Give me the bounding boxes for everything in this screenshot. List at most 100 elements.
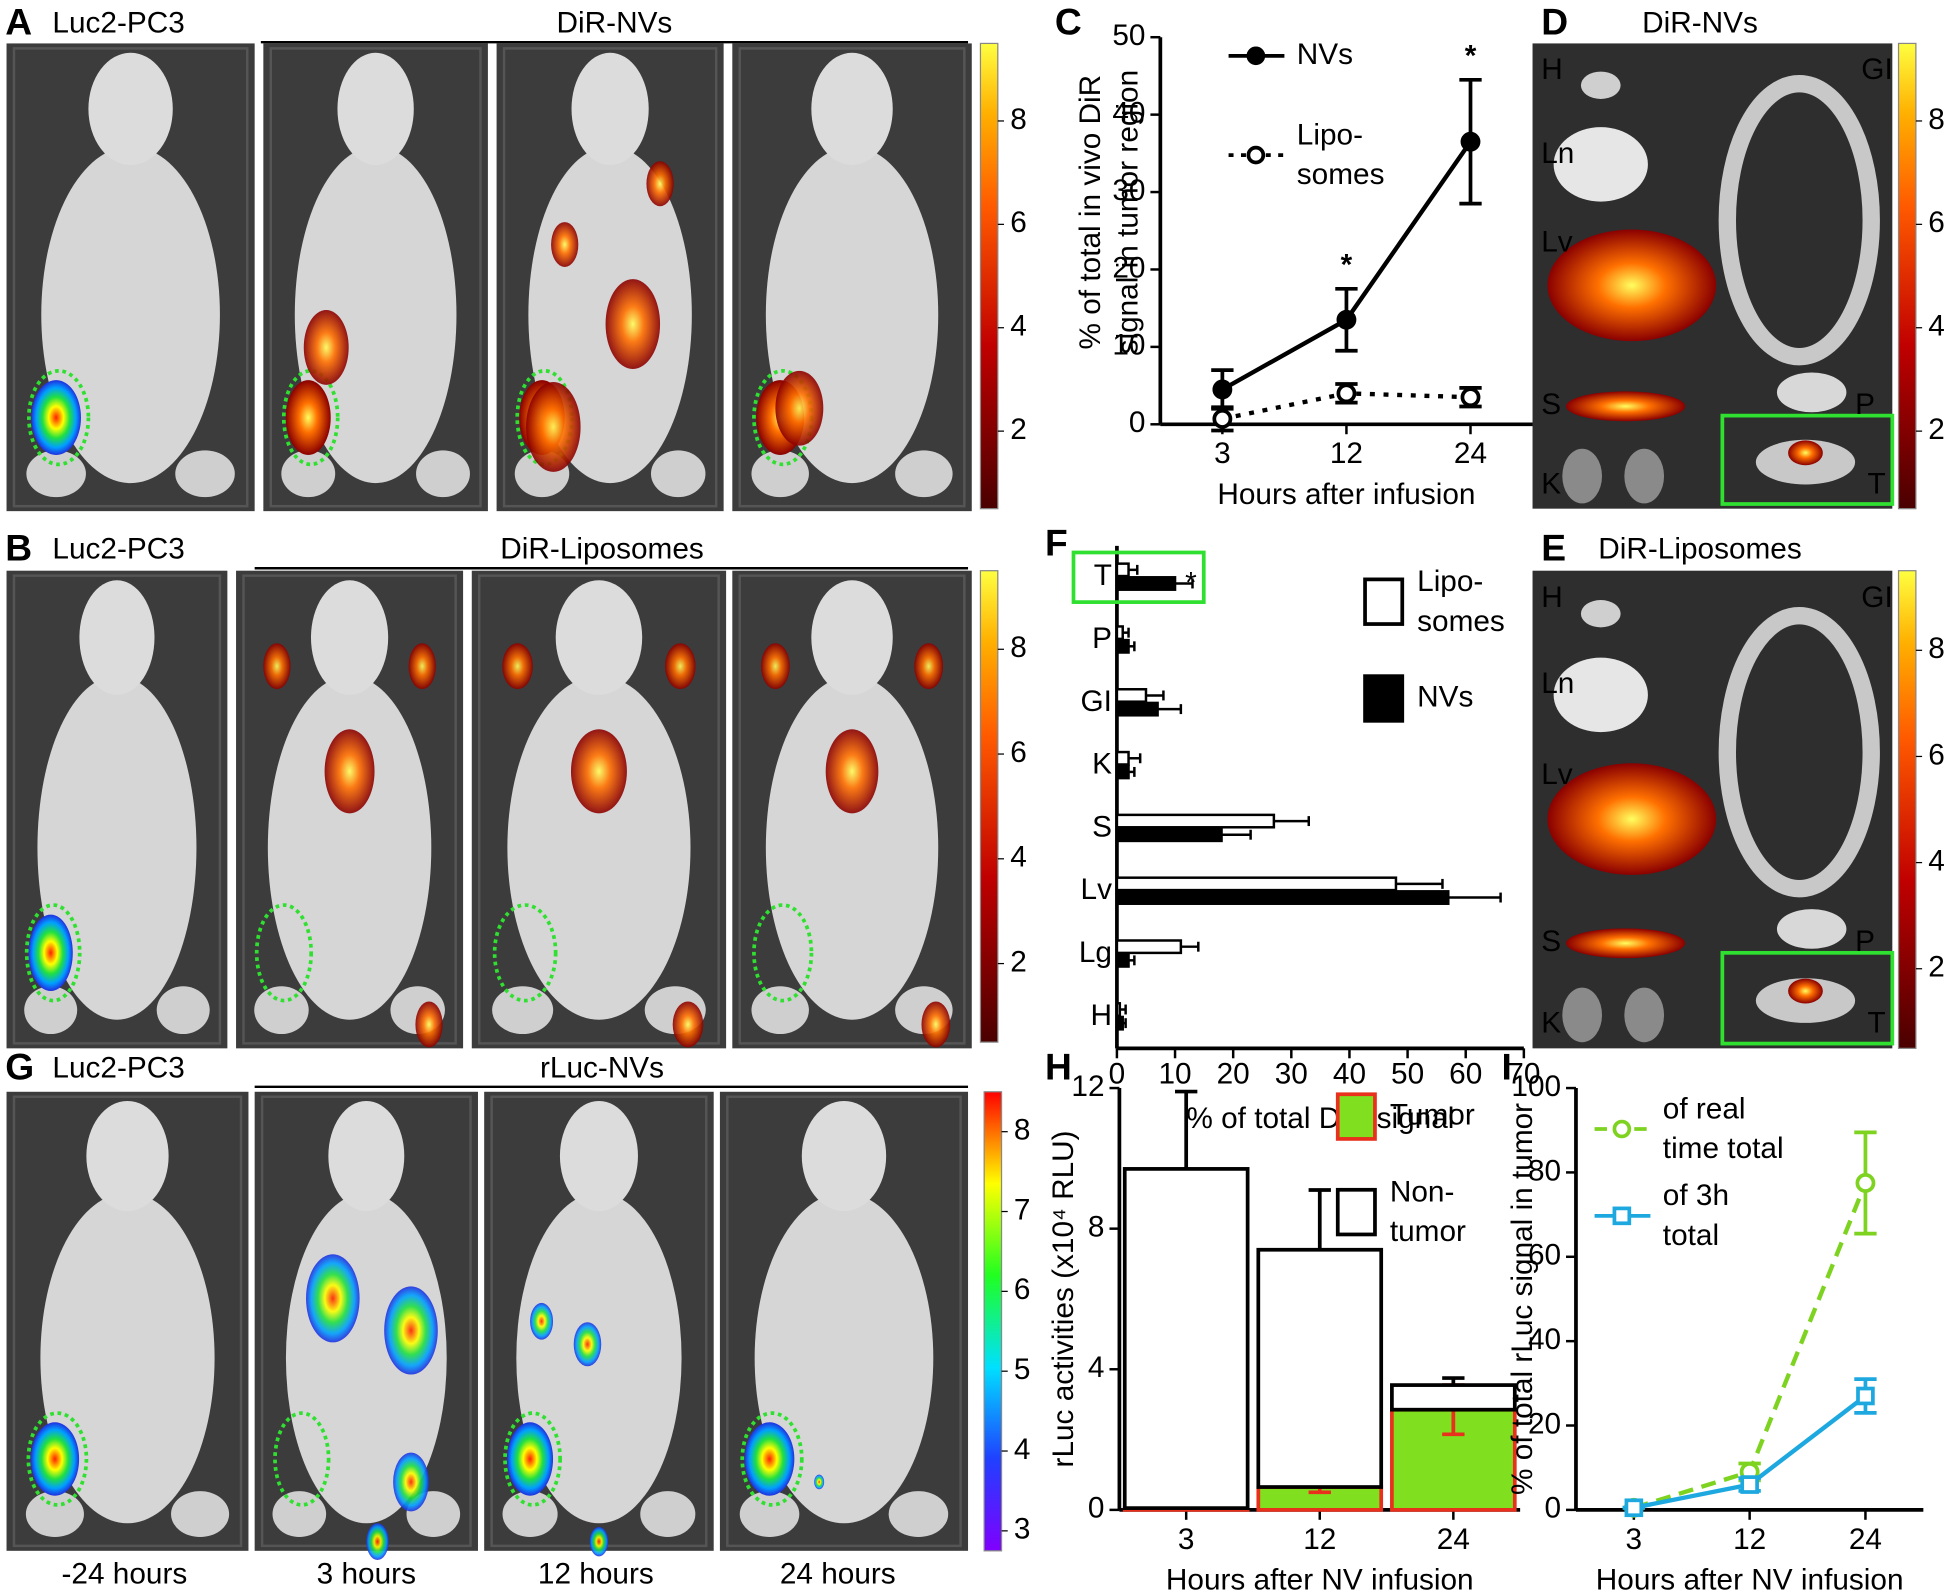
legend-label: NVs — [1417, 680, 1473, 713]
x-tick-label: 24 — [1454, 437, 1487, 470]
mouse-leg — [281, 450, 336, 498]
colorbar-label: 8 — [1010, 631, 1027, 664]
mouse-head — [571, 52, 649, 166]
y-tick-label: 0 — [1129, 406, 1146, 439]
y-tick-label: H — [1090, 999, 1112, 1032]
colorbar — [1897, 570, 1917, 1049]
image-frame — [242, 574, 457, 1045]
bar — [1115, 827, 1223, 843]
tumor-signal — [507, 1422, 554, 1496]
bar — [1115, 625, 1124, 641]
mouse-leg — [751, 450, 809, 498]
signal-spot — [672, 1001, 704, 1048]
marker — [1855, 1173, 1876, 1193]
organ — [1547, 229, 1717, 342]
x-tick-label: 24 — [1849, 1523, 1882, 1556]
organ-label: H — [1541, 53, 1563, 86]
legend-label: of real time total — [1663, 1092, 1784, 1165]
y-tick-label: 40 — [1528, 1323, 1561, 1356]
organ-label: S — [1541, 388, 1561, 421]
organ — [1776, 372, 1847, 413]
panel-letter: G — [5, 1045, 34, 1087]
colorbar-label: 8 — [1928, 103, 1945, 136]
tumor-outline — [740, 1411, 804, 1507]
mouse-head — [337, 52, 414, 166]
organ-label: P — [1855, 925, 1875, 958]
y-tick-label: 20 — [1112, 251, 1145, 284]
organ-label: Lv — [1541, 758, 1573, 791]
legend-label: of 3h total — [1663, 1179, 1729, 1252]
marker — [1460, 387, 1481, 408]
mouse-body — [765, 675, 939, 1020]
bar — [1115, 813, 1276, 829]
organ-label: K — [1541, 1006, 1561, 1039]
y-axis-label: % of total rLuc signal in tumor — [1506, 1103, 1539, 1495]
y-tick-label: GI — [1081, 685, 1112, 718]
bar — [1115, 576, 1177, 591]
marker — [1740, 1475, 1759, 1494]
signal-spot — [570, 729, 627, 814]
organ — [1624, 448, 1665, 504]
x-tick-label: 50 — [1391, 1058, 1424, 1091]
x-tick-label: 70 — [1507, 1058, 1540, 1091]
organ-label: P — [1855, 388, 1875, 421]
colorbar-label: 6 — [1010, 736, 1027, 769]
left-label: Luc2-PC3 — [52, 1051, 184, 1084]
tumor-signal — [28, 914, 73, 992]
y-tick-label: S — [1092, 810, 1112, 843]
x-tick-label: 12 — [1330, 437, 1363, 470]
bar — [1115, 688, 1148, 703]
mouse-head — [310, 580, 389, 695]
signal-spot — [526, 382, 581, 472]
x-axis-label: Hours after NV infusion — [1166, 1564, 1474, 1593]
panel-letter: B — [5, 527, 32, 569]
signal-spot — [263, 643, 291, 690]
colorbar-label: 8 — [1014, 1114, 1031, 1147]
mouse-leg — [640, 1491, 696, 1538]
legend-swatch — [1363, 577, 1405, 626]
colorbar — [983, 1091, 1003, 1552]
colorbar-label: 4 — [1928, 310, 1945, 343]
y-axis-label: % of total in vivo DiR signal in tumor re… — [1074, 70, 1144, 355]
tumor-outline — [503, 1411, 562, 1507]
time-label: 24 hours — [780, 1557, 896, 1590]
mouse-head — [328, 1100, 405, 1212]
y-tick-label: T — [1094, 559, 1112, 592]
mouse-head — [555, 580, 643, 695]
colorbar-label: 6 — [1928, 738, 1945, 771]
x-tick-label: 0 — [1109, 1058, 1126, 1091]
legend-swatch — [1335, 1092, 1377, 1141]
mouse-body — [516, 1192, 682, 1524]
colorbar-label: 4 — [1010, 310, 1027, 343]
annotation: * — [1341, 248, 1353, 281]
mouse-head — [559, 1100, 638, 1212]
mouse-leg — [254, 986, 309, 1035]
colorbar-label: 6 — [1928, 206, 1945, 239]
bar — [1115, 939, 1183, 955]
y-tick-label: 100 — [1511, 1070, 1561, 1103]
tumor-outline — [273, 1411, 331, 1507]
image-frame — [12, 47, 249, 508]
legend-marker — [1246, 145, 1266, 165]
y-tick-label: P — [1092, 622, 1112, 655]
mouse-leg — [650, 450, 706, 498]
group-label: DiR-NVs — [557, 7, 673, 40]
marker — [1212, 408, 1233, 429]
signal-spot — [665, 643, 696, 690]
annotation: * — [1465, 39, 1477, 72]
y-tick-label: 0 — [1545, 1492, 1562, 1525]
y-tick-label: 40 — [1112, 96, 1145, 129]
x-axis-label: Hours after NV infusion — [1596, 1564, 1904, 1593]
mouse-leg — [888, 1491, 949, 1538]
legend-marker — [1246, 46, 1266, 66]
colorbar-label: 4 — [1014, 1433, 1031, 1466]
tumor-outline — [752, 903, 814, 1003]
colorbar-label: 2 — [1928, 951, 1945, 984]
tumor-outline — [254, 903, 314, 1003]
y-tick-label: Lv — [1081, 873, 1113, 906]
colorbar-label: 8 — [1928, 632, 1945, 665]
tumor-signal — [31, 380, 81, 456]
panel-letter: C — [1055, 1, 1082, 43]
bar — [1390, 1383, 1517, 1412]
